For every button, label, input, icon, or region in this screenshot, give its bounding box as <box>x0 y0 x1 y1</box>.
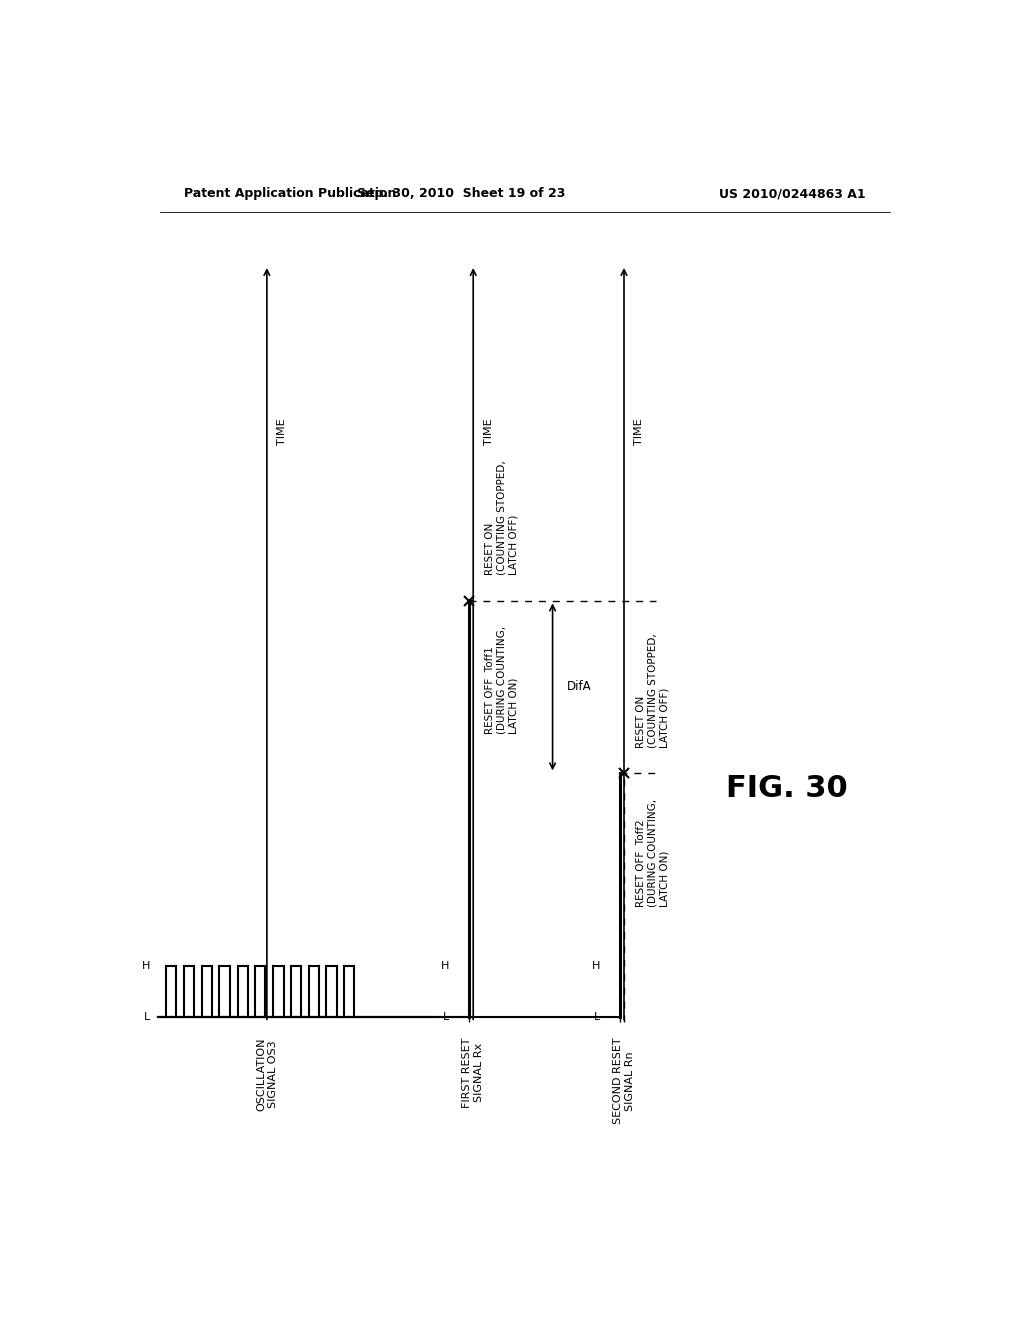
Text: TIME: TIME <box>483 418 494 445</box>
Text: DifA: DifA <box>567 680 592 693</box>
Text: Sep. 30, 2010  Sheet 19 of 23: Sep. 30, 2010 Sheet 19 of 23 <box>357 187 565 201</box>
Text: L: L <box>144 1012 151 1022</box>
Text: SECOND RESET
SIGNAL Rn: SECOND RESET SIGNAL Rn <box>613 1038 635 1125</box>
Text: L: L <box>443 1012 450 1022</box>
Text: RESET ON
(COUNTING STOPPED,
LATCH OFF): RESET ON (COUNTING STOPPED, LATCH OFF) <box>636 634 669 748</box>
Text: FIRST RESET
SIGNAL Rx: FIRST RESET SIGNAL Rx <box>463 1038 484 1107</box>
Text: FIG. 30: FIG. 30 <box>726 774 848 803</box>
Text: OSCILLATION
SIGNAL OS3: OSCILLATION SIGNAL OS3 <box>256 1038 278 1111</box>
Text: L: L <box>594 1012 600 1022</box>
Text: RESET OFF  Toff1
(DURING COUNTING,
LATCH ON): RESET OFF Toff1 (DURING COUNTING, LATCH … <box>485 626 518 734</box>
Text: H: H <box>592 961 600 972</box>
Text: TIME: TIME <box>278 418 287 445</box>
Text: RESET ON
(COUNTING STOPPED,
LATCH OFF): RESET ON (COUNTING STOPPED, LATCH OFF) <box>485 461 518 576</box>
Text: H: H <box>441 961 450 972</box>
Text: US 2010/0244863 A1: US 2010/0244863 A1 <box>720 187 866 201</box>
Text: TIME: TIME <box>634 418 644 445</box>
Text: Patent Application Publication: Patent Application Publication <box>183 187 396 201</box>
Text: H: H <box>142 961 151 972</box>
Text: RESET OFF  Toff2
(DURING COUNTING,
LATCH ON): RESET OFF Toff2 (DURING COUNTING, LATCH … <box>636 799 669 907</box>
